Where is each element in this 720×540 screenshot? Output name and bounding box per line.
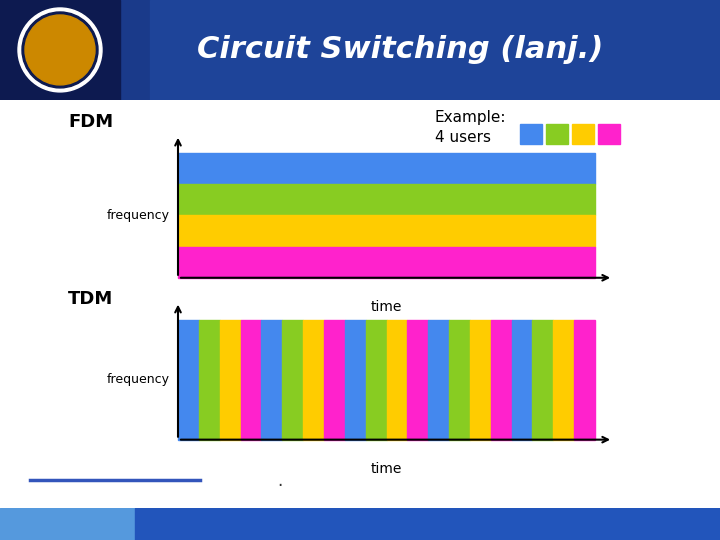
Bar <box>178 184 595 215</box>
Text: frequency: frequency <box>107 209 170 222</box>
Bar <box>261 320 282 440</box>
Circle shape <box>25 15 95 85</box>
Bar <box>366 320 387 440</box>
Bar <box>282 320 303 440</box>
Bar <box>512 320 533 440</box>
Bar <box>520 124 542 144</box>
Text: frequency: frequency <box>107 373 170 386</box>
Text: 4 users: 4 users <box>435 130 491 145</box>
Bar <box>178 153 595 184</box>
Bar <box>408 320 428 440</box>
Bar <box>150 0 720 100</box>
Bar <box>387 320 408 440</box>
Text: time: time <box>371 300 402 314</box>
Text: FDM: FDM <box>68 113 113 131</box>
Bar <box>449 320 470 440</box>
Bar <box>0 0 120 100</box>
Bar <box>470 320 491 440</box>
Bar <box>598 124 620 144</box>
Bar <box>533 320 553 440</box>
Bar <box>303 320 324 440</box>
Text: .: . <box>277 471 283 490</box>
Bar <box>178 320 199 440</box>
Bar <box>0 508 135 540</box>
Bar <box>120 0 720 100</box>
Bar <box>240 320 261 440</box>
Bar <box>220 320 240 440</box>
Text: TDM: TDM <box>68 290 113 308</box>
Bar <box>572 124 594 144</box>
Circle shape <box>22 12 98 88</box>
Bar <box>574 320 595 440</box>
Bar <box>553 320 574 440</box>
Bar <box>178 215 595 247</box>
Text: Example:: Example: <box>435 110 506 125</box>
Bar <box>178 247 595 278</box>
Text: Circuit Switching (lanj.): Circuit Switching (lanj.) <box>197 36 603 64</box>
Bar <box>546 124 568 144</box>
Bar <box>491 320 512 440</box>
Bar <box>324 320 345 440</box>
Bar <box>135 508 720 540</box>
Bar <box>199 320 220 440</box>
Bar <box>428 320 449 440</box>
Bar <box>345 320 366 440</box>
Circle shape <box>18 8 102 92</box>
Text: time: time <box>371 462 402 476</box>
